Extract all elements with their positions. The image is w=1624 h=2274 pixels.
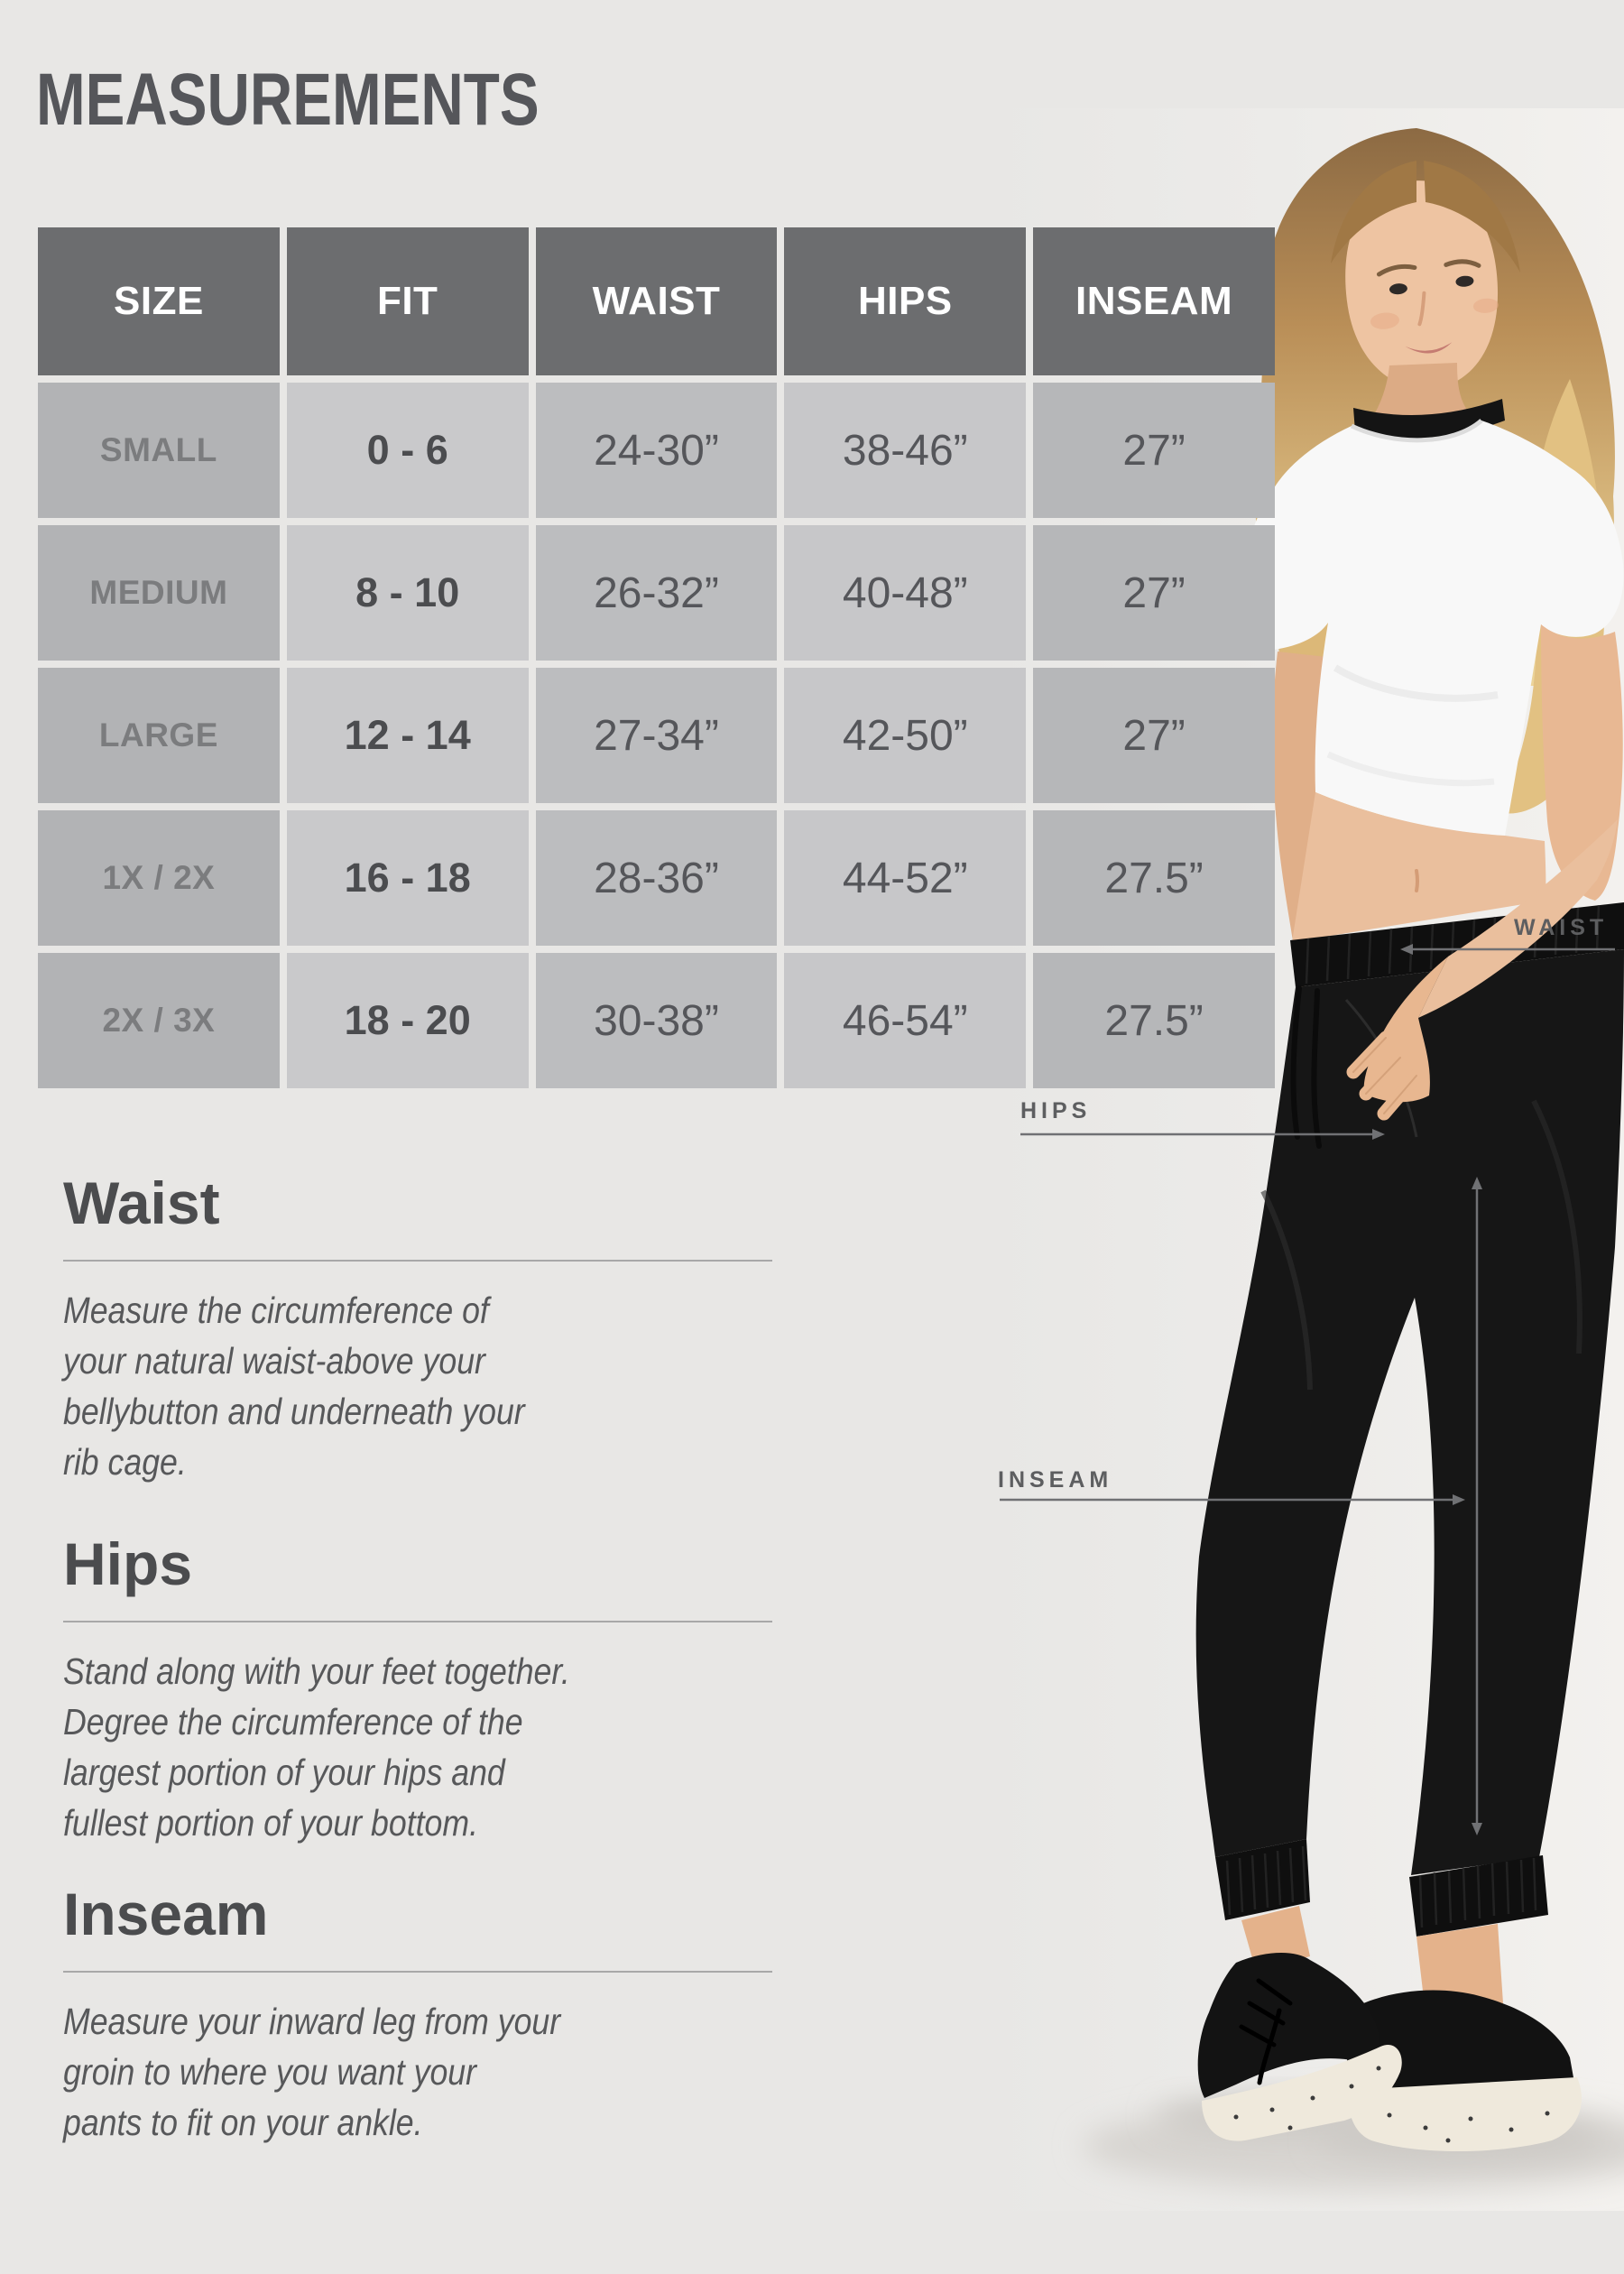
section-body: Measure your inward leg from your groin … — [63, 2001, 561, 2143]
inseam-vertical-arrow-icon — [1472, 1177, 1482, 1835]
size-chart-table: SIZE FIT WAIST HIPS INSEAM SMALL 0 - 6 2… — [38, 227, 1275, 1088]
section-divider — [63, 1621, 772, 1622]
sneaker-front — [1197, 1953, 1402, 2141]
sneaker-back — [1346, 1990, 1582, 2151]
section-heading: Inseam — [63, 1881, 269, 1947]
inseam-arrow-icon — [1000, 1494, 1465, 1505]
crop-top — [1244, 419, 1624, 836]
size-cell: 2X / 3X — [38, 953, 280, 1088]
column-header-fit: FIT — [286, 227, 529, 375]
waist-cell: 30-38” — [535, 953, 778, 1088]
hips-cell: 46-54” — [784, 953, 1027, 1088]
hips-callout-label: HIPS — [1020, 1098, 1092, 1123]
model-front-hair — [1331, 161, 1520, 273]
inseam-cell: 27” — [1033, 668, 1275, 803]
page-title: MEASUREMENTS — [36, 59, 540, 141]
section-waist: Waist Measure the circumference of your … — [63, 1173, 785, 1487]
fit-cell: 12 - 14 — [286, 668, 529, 803]
inseam-cell: 27” — [1033, 383, 1275, 518]
inseam-cell: 27” — [1033, 525, 1275, 661]
section-heading: Waist — [63, 1169, 220, 1236]
column-header-inseam: INSEAM — [1033, 227, 1275, 375]
section-body: Measure the circumference of your natura… — [63, 1290, 525, 1483]
fit-cell: 18 - 20 — [286, 953, 529, 1088]
waist-cell: 26-32” — [535, 525, 778, 661]
inseam-cell: 27.5” — [1033, 953, 1275, 1088]
waist-cell: 24-30” — [535, 383, 778, 518]
size-cell: MEDIUM — [38, 525, 280, 661]
section-heading: Hips — [63, 1530, 193, 1597]
hips-cell: 44-52” — [784, 810, 1027, 946]
model-face — [1345, 180, 1499, 390]
inseam-callout-label: INSEAM — [998, 1467, 1113, 1493]
inseam-cell: 27.5” — [1033, 810, 1275, 946]
waist-cell: 28-36” — [535, 810, 778, 946]
fit-cell: 16 - 18 — [286, 810, 529, 946]
size-cell: LARGE — [38, 668, 280, 803]
column-header-hips: HIPS — [784, 227, 1027, 375]
section-hips: Hips Stand along with your feet together… — [63, 1534, 785, 1848]
jogger-pants — [1195, 902, 1624, 1937]
column-header-waist: WAIST — [535, 227, 778, 375]
section-body: Stand along with your feet together. Deg… — [63, 1650, 570, 1844]
model-illustration — [992, 108, 1624, 2211]
section-divider — [63, 1971, 772, 1973]
waist-cell: 27-34” — [535, 668, 778, 803]
hips-cell: 40-48” — [784, 525, 1027, 661]
model-photo — [992, 108, 1624, 2211]
size-cell: SMALL — [38, 383, 280, 518]
column-header-size: SIZE — [38, 227, 280, 375]
section-divider — [63, 1260, 772, 1262]
hips-cell: 38-46” — [784, 383, 1027, 518]
fit-cell: 8 - 10 — [286, 525, 529, 661]
model-neck — [1371, 363, 1475, 420]
size-cell: 1X / 2X — [38, 810, 280, 946]
hips-arrow-icon — [1020, 1129, 1385, 1140]
fit-cell: 0 - 6 — [286, 383, 529, 518]
model-midriff — [1292, 792, 1546, 942]
waist-arrow-icon — [1400, 944, 1615, 955]
model-right-arm — [1346, 624, 1623, 1121]
waist-callout-label: WAIST — [1514, 915, 1609, 940]
hips-cell: 42-50” — [784, 668, 1027, 803]
section-inseam: Inseam Measure your inward leg from your… — [63, 1884, 785, 2148]
